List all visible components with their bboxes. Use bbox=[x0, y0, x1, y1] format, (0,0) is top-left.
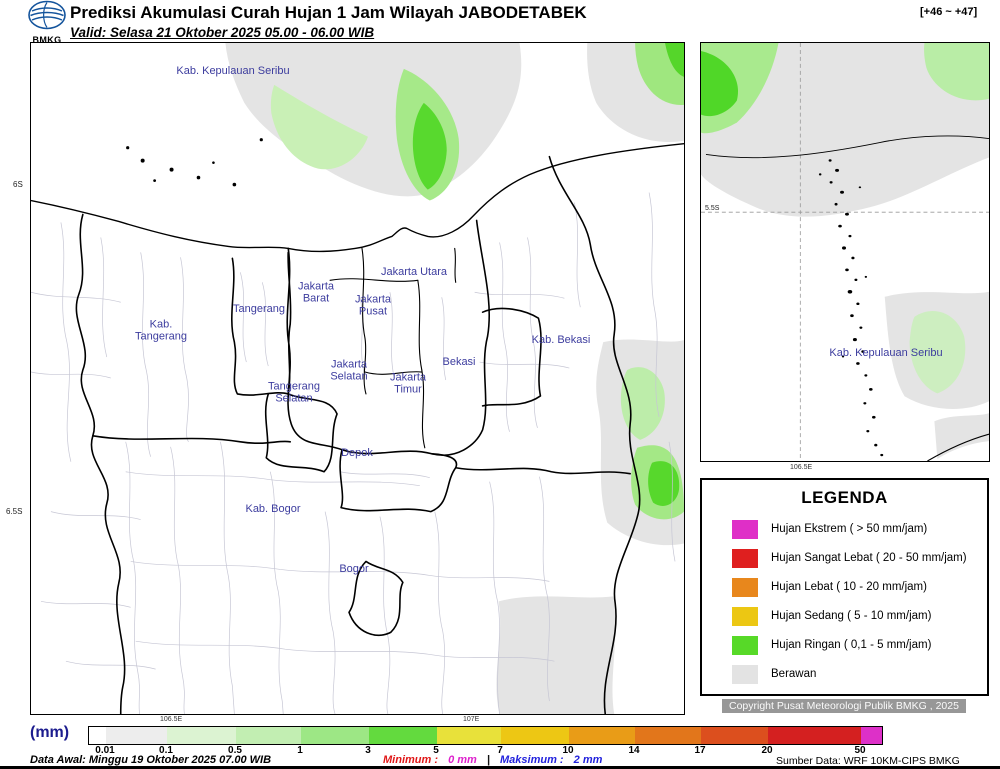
map-label: Kab. Kepulauan Seribu bbox=[176, 64, 290, 77]
colorbar-segment bbox=[369, 727, 437, 744]
main-map: Kab. Kepulauan Seribu Tangerang Kab. Tange… bbox=[30, 42, 685, 715]
maksimum-label: Maksimum : bbox=[500, 754, 564, 766]
legend-swatch bbox=[732, 519, 758, 539]
colorbar-tick: 0.01 bbox=[95, 745, 115, 756]
bmkg-logo-icon bbox=[28, 0, 66, 30]
legend-title: LEGENDA bbox=[801, 488, 888, 507]
map-label-kepulauan-seribu: Kab. Kepulauan Seribu bbox=[829, 347, 943, 359]
colorbar-segment bbox=[501, 727, 569, 744]
min-max-summary: Minimum : 0 mm | Maksimum : 2 mm bbox=[383, 754, 602, 766]
legend-item: Hujan Sedang ( 5 - 10 mm/jam) bbox=[732, 606, 987, 626]
map-label: Bekasi bbox=[442, 355, 476, 368]
colorbar-tick: 1 bbox=[297, 745, 303, 756]
forecast-hour-range: [+46 ~ +47] bbox=[920, 6, 978, 18]
colorbar-segment bbox=[701, 727, 768, 744]
inset-lat-tick: 5.5S bbox=[705, 205, 720, 212]
map-label: Jakarta Timur bbox=[389, 371, 427, 396]
legend-item: Hujan Sangat Lebat ( 20 - 50 mm/jam) bbox=[732, 548, 987, 568]
colorbar-unit-label: (mm) bbox=[30, 724, 70, 741]
legend-swatch bbox=[732, 664, 758, 684]
map-label: Tangerang bbox=[233, 302, 285, 315]
legend-item: Hujan Ekstrem ( > 50 mm/jam) bbox=[732, 519, 987, 539]
colorbar-segment bbox=[437, 727, 501, 744]
legend-label: Hujan Lebat ( 10 - 20 mm/jam) bbox=[771, 581, 927, 593]
colorbar-tick: 10 bbox=[562, 745, 574, 756]
lon-tick-106-5e: 106.5E bbox=[160, 716, 183, 723]
inset-map-kepulauan-seribu: Kab. Kepulauan Seribu 5.5S bbox=[700, 42, 990, 462]
legend-label: Hujan Ringan ( 0,1 - 5 mm/jam) bbox=[771, 639, 932, 651]
colorbar-segment bbox=[301, 727, 369, 744]
colorbar-segment bbox=[167, 727, 236, 744]
main-map-graphic bbox=[31, 43, 684, 714]
minimum-value: 0 mm bbox=[448, 754, 477, 766]
legend-item: Hujan Lebat ( 10 - 20 mm/jam) bbox=[732, 577, 987, 597]
colorbar-tick: 14 bbox=[628, 745, 640, 756]
colorbar-tick: 0.5 bbox=[228, 745, 242, 756]
separator: | bbox=[486, 754, 490, 766]
lon-tick-107e: 107E bbox=[463, 716, 480, 723]
maksimum-value: 2 mm bbox=[573, 754, 603, 766]
colorbar bbox=[88, 726, 883, 745]
colorbar-tick: 17 bbox=[694, 745, 706, 756]
bmkg-logo: BMKG bbox=[24, 0, 70, 45]
lat-tick-6s: 6S bbox=[13, 180, 23, 189]
map-label: Jakarta Barat bbox=[297, 280, 335, 305]
map-label: Jakarta Utara bbox=[380, 265, 448, 278]
minimum-label: Minimum : bbox=[383, 754, 438, 766]
map-label: Kab. Bekasi bbox=[531, 333, 591, 346]
data-awal-text: Data Awal: Minggu 19 Oktober 2025 07.00 … bbox=[30, 754, 272, 766]
map-label: Tangerang Selatan bbox=[268, 380, 320, 405]
lat-tick-6-5s: 6.5S bbox=[6, 507, 23, 516]
colorbar-tick: 7 bbox=[497, 745, 503, 756]
legend-item: Hujan Ringan ( 0,1 - 5 mm/jam) bbox=[732, 635, 987, 655]
legend-swatch bbox=[732, 548, 758, 568]
legend-label: Hujan Ekstrem ( > 50 mm/jam) bbox=[771, 523, 928, 535]
legend-label: Berawan bbox=[771, 668, 817, 680]
colorbar-tick: 0.1 bbox=[159, 745, 173, 756]
map-label: Depok bbox=[341, 446, 373, 459]
legend-items: Hujan Ekstrem ( > 50 mm/jam) Hujan Sangat… bbox=[702, 519, 987, 684]
colorbar-segment bbox=[635, 727, 701, 744]
map-label: Bogor bbox=[339, 562, 369, 575]
legend-label: Hujan Sangat Lebat ( 20 - 50 mm/jam) bbox=[771, 552, 967, 564]
colorbar-segment bbox=[569, 727, 635, 744]
map-label: Kab. Tangerang bbox=[135, 318, 187, 343]
bottom-border bbox=[0, 766, 1000, 769]
map-labels: Kab. Kepulauan Seribu Tangerang Kab. Tange… bbox=[31, 43, 684, 714]
page-title: Prediksi Akumulasi Curah Hujan 1 Jam Wil… bbox=[70, 3, 587, 22]
map-label: Jakarta Selatan bbox=[330, 358, 368, 383]
map-label: Jakarta Pusat bbox=[354, 293, 392, 318]
valid-time-subtitle: Valid: Selasa 21 Oktober 2025 05.00 - 06… bbox=[70, 25, 375, 40]
colorbar-segment bbox=[768, 727, 861, 744]
colorbar-segment bbox=[89, 727, 106, 744]
colorbar-tick: 50 bbox=[854, 745, 866, 756]
colorbar-segment bbox=[861, 727, 882, 744]
legend-box: LEGENDA Hujan Ekstrem ( > 50 mm/jam) Huja… bbox=[700, 478, 989, 696]
colorbar-tick: 20 bbox=[761, 745, 773, 756]
bmkg-logo-text: BMKG bbox=[32, 35, 62, 45]
inset-lon-tick: 106.5E bbox=[790, 464, 813, 471]
colorbar-segment bbox=[236, 727, 301, 744]
sumber-data-text: Sumber Data: WRF 10KM-CIPS BMKG bbox=[776, 755, 960, 767]
legend-item: Berawan bbox=[732, 664, 987, 684]
legend-swatch bbox=[732, 606, 758, 626]
inset-map-graphic bbox=[701, 43, 989, 461]
map-label: Kab. Bogor bbox=[245, 502, 301, 515]
colorbar-segment bbox=[106, 727, 167, 744]
legend-swatch bbox=[732, 635, 758, 655]
colorbar-tick: 5 bbox=[433, 745, 439, 756]
legend-label: Hujan Sedang ( 5 - 10 mm/jam) bbox=[771, 610, 932, 622]
colorbar-tick: 3 bbox=[365, 745, 371, 756]
copyright-bar: Copyright Pusat Meteorologi Publik BMKG … bbox=[722, 699, 966, 713]
legend-swatch bbox=[732, 577, 758, 597]
